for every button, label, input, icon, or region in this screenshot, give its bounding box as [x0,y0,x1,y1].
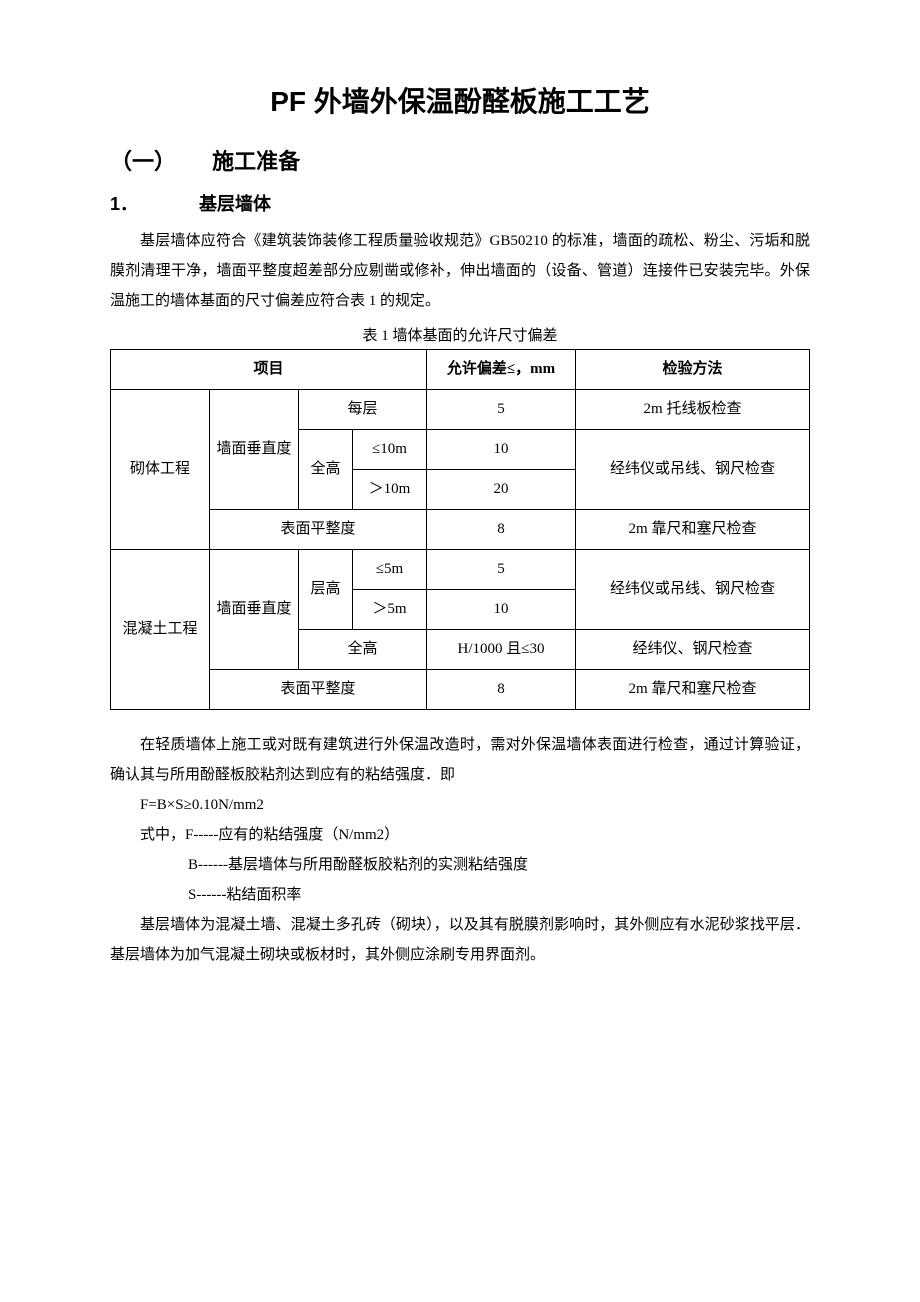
cell-g2-sub2: 表面平整度 [210,670,427,710]
cell: 经纬仪或吊线、钢尺检查 [576,430,810,510]
cell: 2m 靠尺和塞尺检查 [576,670,810,710]
th-item: 项目 [111,350,427,390]
cell: 层高 [299,550,353,630]
cell: 经纬仪或吊线、钢尺检查 [576,550,810,630]
cell: 8 [427,510,576,550]
cell: 2m 靠尺和塞尺检查 [576,510,810,550]
table-header-row: 项目 允许偏差≤，mm 检验方法 [111,350,810,390]
cell: 2m 托线板检查 [576,390,810,430]
cell: 每层 [299,390,427,430]
cell: H/1000 且≤30 [427,630,576,670]
definition-f: 式中，F-----应有的粘结强度（N/mm2） [110,820,810,850]
section-label: 施工准备 [212,149,300,174]
cell-g1-sub2: 表面平整度 [210,510,427,550]
th-method: 检验方法 [576,350,810,390]
cell: 10 [427,430,576,470]
cell-group2: 混凝土工程 [111,550,210,710]
table-row: 表面平整度 8 2m 靠尺和塞尺检查 [111,510,810,550]
cell-g2-sub1: 墙面垂直度 [210,550,299,670]
cell: 8 [427,670,576,710]
subsection-heading-1-1: 1． 基层墙体 [110,190,810,216]
cell: 10 [427,590,576,630]
section-num: （一） [110,144,206,176]
cell: ≤10m [353,430,427,470]
doc-title: PF 外墙外保温酚醛板施工工艺 [110,80,810,120]
cell: 经纬仪、钢尺检查 [576,630,810,670]
table-row: 混凝土工程 墙面垂直度 层高 ≤5m 5 经纬仪或吊线、钢尺检查 [111,550,810,590]
section-heading-1: （一） 施工准备 [110,144,810,176]
cell-group1: 砌体工程 [111,390,210,550]
subsection-label: 基层墙体 [199,194,271,214]
cell-g1-sub1: 墙面垂直度 [210,390,299,510]
cell: 全高 [299,630,427,670]
table-row: 表面平整度 8 2m 靠尺和塞尺检查 [111,670,810,710]
paragraph-2: 在轻质墙体上施工或对既有建筑进行外保温改造时，需对外保温墙体表面进行检查，通过计… [110,730,810,790]
page: PF 外墙外保温酚醛板施工工艺 （一） 施工准备 1． 基层墙体 基层墙体应符合… [0,0,920,1030]
cell: ＞10m [353,470,427,510]
cell: ＞5m [353,590,427,630]
th-tolerance: 允许偏差≤，mm [427,350,576,390]
cell: 20 [427,470,576,510]
cell: 全高 [299,430,353,510]
definition-b: B------基层墙体与所用酚醛板胶粘剂的实测粘结强度 [110,850,810,880]
table-row: 砌体工程 墙面垂直度 每层 5 2m 托线板检查 [111,390,810,430]
cell: 5 [427,550,576,590]
formula-line: F=B×S≥0.10N/mm2 [110,790,810,820]
cell: ≤5m [353,550,427,590]
paragraph-3: 基层墙体为混凝土墙、混凝土多孔砖（砌块），以及其有脱膜剂影响时，其外侧应有水泥砂… [110,910,810,970]
subsection-num: 1． [110,190,194,216]
table-caption: 表 1 墙体基面的允许尺寸偏差 [110,324,810,345]
cell: 5 [427,390,576,430]
tolerance-table: 项目 允许偏差≤，mm 检验方法 砌体工程 墙面垂直度 每层 5 2m 托线板检… [110,349,810,710]
definition-s: S------粘结面积率 [110,880,810,910]
paragraph-1: 基层墙体应符合《建筑装饰装修工程质量验收规范》GB50210 的标准，墙面的疏松… [110,226,810,316]
